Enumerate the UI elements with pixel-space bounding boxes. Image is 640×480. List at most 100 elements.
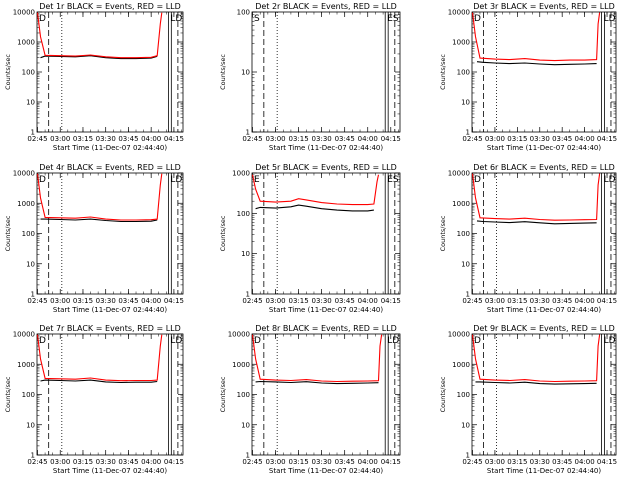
x-tick-label: 03:15 [289, 458, 309, 466]
right-marker-label: LD [604, 14, 616, 24]
y-tick-label: 10 [26, 260, 35, 268]
x-tick-label: 03:15 [73, 297, 93, 305]
y-tick-label: 1000 [17, 39, 35, 47]
y-tick-label: 10000 [13, 9, 35, 17]
y-tick-label: 100 [22, 391, 35, 399]
x-tick-label: 04:00 [141, 135, 161, 143]
events-series-line [476, 61, 597, 66]
x-tick-label: 03:15 [507, 458, 527, 466]
x-tick-label: 04:15 [381, 458, 401, 466]
right-marker-label: LD [604, 336, 616, 346]
y-tick-label: 10 [241, 250, 250, 258]
lld-series-line [36, 334, 163, 382]
plot-frame [471, 172, 617, 295]
x-tick-label: 03:00 [485, 297, 505, 305]
left-marker-label: D [39, 175, 46, 185]
events-series-line [475, 381, 597, 385]
x-axis-label: Start Time (11-Dec-07 02:44:40) [487, 144, 601, 152]
x-tick-label: 04:15 [597, 297, 617, 305]
x-tick-label: 03:00 [265, 458, 285, 466]
x-tick-label: 03:45 [118, 458, 138, 466]
x-tick-label: 03:00 [50, 458, 70, 466]
events-series-line [476, 220, 597, 225]
y-tick-label: 1 [466, 452, 470, 460]
chart-title: Det 9r BLACK = Events, RED = LLD [473, 324, 615, 333]
lld-series-line [471, 334, 601, 383]
x-tick-label: 04:15 [164, 135, 184, 143]
x-tick-label: 04:00 [141, 297, 161, 305]
y-tick-label: 10000 [448, 9, 470, 17]
chart-panel-6: Det 6r BLACK = Events, RED = LLD 1 10 100 10… [439, 163, 617, 314]
x-tick-label: 04:15 [164, 297, 184, 305]
x-tick-label: 04:00 [358, 135, 378, 143]
x-tick-label: 02:45 [27, 297, 47, 305]
lld-series-line [471, 173, 601, 221]
right-marker-label: LD [604, 175, 616, 185]
chart-title: Det 1r BLACK = Events, RED = LLD [39, 2, 181, 11]
y-tick-label: 100 [457, 391, 470, 399]
y-tick-label: 1 [246, 291, 250, 299]
y-tick-label: 10000 [13, 170, 35, 178]
chart-title: Det 4r BLACK = Events, RED = LLD [39, 163, 181, 172]
y-tick-label: 100 [22, 230, 35, 238]
x-tick-label: 03:00 [50, 297, 70, 305]
y-tick-label: 10 [461, 421, 470, 429]
y-tick-label: 1000 [17, 200, 35, 208]
x-tick-label: 04:15 [164, 458, 184, 466]
lld-series-line [36, 173, 163, 221]
y-tick-label: 10 [26, 99, 35, 107]
x-tick-label: 03:15 [507, 135, 527, 143]
y-tick-label: 1000 [232, 170, 250, 178]
chart-title: Det 5r BLACK = Events, RED = LLD [255, 163, 397, 172]
y-tick-label: 1 [31, 129, 35, 137]
lld-series-line [471, 12, 601, 62]
right-marker-label: ES [387, 175, 399, 185]
x-axis-label: Start Time (11-Dec-07 02:44:40) [53, 306, 167, 314]
right-marker-label: LD [170, 175, 182, 185]
y-tick-label: 10 [461, 260, 470, 268]
x-tick-label: 03:00 [265, 297, 285, 305]
x-tick-label: 04:00 [575, 297, 595, 305]
x-tick-label: 03:30 [530, 458, 550, 466]
x-tick-label: 02:45 [242, 458, 262, 466]
left-marker-label: D [474, 175, 481, 185]
x-tick-label: 02:45 [242, 297, 262, 305]
chart-panel-9: Det 9r BLACK = Events, RED = LLD 1 10 100 10… [439, 324, 617, 475]
x-tick-label: 03:45 [118, 135, 138, 143]
events-series-line [255, 380, 379, 385]
x-tick-label: 04:15 [597, 458, 617, 466]
y-axis-label: Counts/sec [439, 376, 447, 412]
y-tick-label: 1 [466, 291, 470, 299]
x-tick-label: 03:30 [96, 135, 116, 143]
chart-title: Det 6r BLACK = Events, RED = LLD [473, 163, 615, 172]
y-tick-label: 10 [461, 99, 470, 107]
x-tick-label: 03:45 [552, 135, 572, 143]
events-series-line [255, 204, 374, 212]
x-tick-label: 03:30 [312, 135, 332, 143]
x-tick-label: 03:45 [552, 458, 572, 466]
plot-frame [471, 11, 617, 133]
y-tick-label: 1 [31, 291, 35, 299]
y-tick-label: 10000 [13, 331, 35, 339]
x-tick-label: 03:45 [335, 458, 355, 466]
left-marker-label: E [254, 175, 260, 185]
x-tick-label: 03:00 [485, 458, 505, 466]
right-marker-label: LD [170, 14, 182, 24]
x-tick-label: 02:45 [462, 135, 482, 143]
left-marker-label: D [474, 14, 481, 24]
plot-frame [36, 333, 184, 456]
x-tick-label: 02:45 [462, 297, 482, 305]
plot-frame [36, 172, 184, 295]
x-tick-label: 03:00 [265, 135, 285, 143]
y-tick-label: 1000 [452, 200, 470, 208]
x-tick-label: 03:30 [96, 458, 116, 466]
y-tick-label: 10000 [448, 331, 470, 339]
events-series-line [40, 55, 158, 60]
x-axis-label: Start Time (11-Dec-07 02:44:40) [487, 306, 601, 314]
y-tick-label: 10 [26, 421, 35, 429]
y-axis-label: Counts/sec [4, 215, 12, 251]
x-tick-label: 02:45 [27, 458, 47, 466]
plot-frame [251, 11, 401, 133]
y-axis-label: Counts/sec [219, 376, 227, 412]
